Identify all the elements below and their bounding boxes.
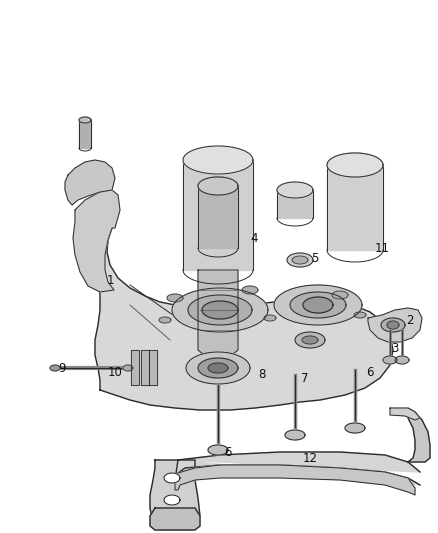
Text: 6: 6: [224, 446, 232, 458]
Polygon shape: [354, 312, 366, 318]
Polygon shape: [390, 408, 420, 420]
Polygon shape: [264, 315, 276, 321]
Polygon shape: [383, 356, 397, 364]
Polygon shape: [345, 423, 365, 433]
Polygon shape: [208, 445, 228, 455]
Polygon shape: [387, 321, 399, 329]
Polygon shape: [292, 256, 308, 264]
Polygon shape: [150, 460, 200, 528]
Polygon shape: [303, 297, 333, 313]
Polygon shape: [141, 350, 149, 385]
Polygon shape: [381, 318, 405, 332]
Text: 11: 11: [374, 241, 389, 254]
Text: 6: 6: [366, 366, 374, 378]
Polygon shape: [186, 352, 250, 384]
Text: 7: 7: [301, 372, 309, 384]
Polygon shape: [202, 301, 238, 319]
Polygon shape: [183, 146, 253, 174]
Polygon shape: [327, 153, 383, 177]
Polygon shape: [79, 120, 91, 148]
Text: 2: 2: [406, 313, 414, 327]
Polygon shape: [175, 452, 420, 485]
Polygon shape: [149, 350, 157, 385]
Polygon shape: [198, 358, 238, 378]
Polygon shape: [274, 285, 362, 325]
Text: 4: 4: [250, 231, 258, 245]
Polygon shape: [242, 286, 258, 294]
Polygon shape: [188, 295, 252, 325]
Polygon shape: [50, 365, 60, 371]
Polygon shape: [368, 308, 422, 342]
Polygon shape: [159, 317, 171, 323]
Text: 9: 9: [58, 361, 66, 375]
Polygon shape: [131, 350, 139, 385]
Polygon shape: [73, 190, 120, 292]
Polygon shape: [175, 465, 415, 495]
Polygon shape: [79, 117, 91, 123]
Polygon shape: [208, 363, 228, 373]
Text: 10: 10: [108, 367, 123, 379]
Polygon shape: [395, 356, 409, 364]
Text: 8: 8: [258, 368, 266, 382]
Polygon shape: [150, 508, 200, 530]
Text: 12: 12: [303, 451, 318, 464]
Polygon shape: [285, 430, 305, 440]
Polygon shape: [65, 160, 115, 205]
Polygon shape: [164, 473, 180, 483]
Polygon shape: [287, 253, 313, 267]
Polygon shape: [172, 288, 268, 332]
Polygon shape: [183, 160, 253, 270]
Polygon shape: [302, 336, 318, 344]
Polygon shape: [277, 182, 313, 198]
Polygon shape: [405, 408, 430, 462]
Text: 1: 1: [106, 273, 114, 287]
Text: 5: 5: [311, 252, 319, 264]
Polygon shape: [327, 153, 383, 177]
Polygon shape: [123, 365, 133, 371]
Polygon shape: [295, 332, 325, 348]
Polygon shape: [167, 294, 183, 302]
Polygon shape: [198, 177, 238, 195]
Polygon shape: [90, 225, 393, 410]
Polygon shape: [198, 270, 238, 358]
Text: 3: 3: [391, 342, 399, 354]
Polygon shape: [290, 292, 346, 318]
Polygon shape: [327, 165, 383, 250]
Polygon shape: [198, 177, 238, 195]
Polygon shape: [164, 495, 180, 505]
Polygon shape: [332, 291, 348, 299]
Polygon shape: [277, 190, 313, 218]
Polygon shape: [198, 186, 238, 248]
